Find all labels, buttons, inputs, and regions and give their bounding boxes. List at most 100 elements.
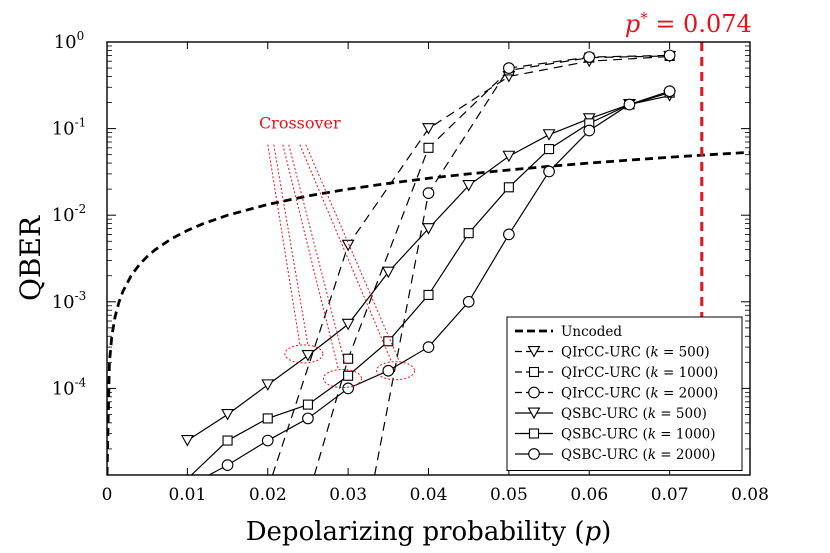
legend-box [506, 316, 743, 471]
series-3 [374, 49, 676, 475]
legend-marker [528, 428, 540, 439]
x-tick-label: 0.07 [651, 485, 689, 505]
data-point-marker [583, 124, 596, 137]
crossover-ellipse [376, 361, 416, 381]
x-tick-label: 0.08 [731, 485, 769, 505]
y-tick-exponent: -2 [75, 202, 87, 216]
data-point-marker [422, 341, 435, 353]
x-tick-label: 0.02 [249, 485, 287, 505]
legend-marker [527, 407, 541, 420]
data-point-marker [542, 129, 556, 141]
legend-label: QIrCC-URC (k = 1000) [561, 365, 718, 381]
y-tick-exponent: -1 [75, 116, 87, 130]
data-point-marker [463, 228, 474, 239]
data-point-marker [502, 150, 516, 163]
y-axis-label: QBER [14, 215, 47, 301]
data-point-marker [544, 144, 555, 155]
legend-label-prefix: QSBC-URC ( [561, 406, 648, 422]
data-point-marker [383, 336, 394, 347]
series-6 [208, 85, 676, 475]
x-tick-label: 0.04 [410, 485, 448, 505]
legend-marker [528, 366, 540, 378]
threshold-var: p [625, 10, 640, 38]
data-point-marker [423, 289, 434, 300]
legend-label: Uncoded [561, 324, 622, 340]
data-point-marker [503, 62, 515, 74]
series-layer [107, 49, 750, 475]
legend-label-suffix: = 2000) [656, 447, 716, 463]
x-tick-label: 0 [102, 485, 113, 505]
crossover-pointer-a [267, 144, 301, 346]
legend-label-prefix: QIrCC-URC ( [561, 365, 651, 381]
data-point-marker [261, 379, 275, 391]
data-point-marker [262, 413, 273, 424]
y-tick-exponent: -4 [75, 375, 87, 389]
threshold-star: * [640, 9, 648, 27]
data-point-marker [543, 165, 555, 178]
data-point-marker [341, 318, 355, 331]
x-tick-label: 0.01 [168, 485, 206, 505]
legend-label-suffix: = 1000) [659, 365, 719, 381]
crossover-ellipse [322, 369, 362, 389]
data-point-marker [663, 49, 676, 62]
data-point-marker [462, 295, 475, 308]
data-point-marker [341, 239, 355, 252]
x-axis-label-close: ) [601, 517, 611, 547]
data-point-marker [302, 412, 314, 425]
crossover-ellipse [284, 344, 324, 364]
axes-layer: 0 0.01 0.02 0.03 0.04 0.05 0.06 0.07 0.0810010-1… [14, 29, 769, 547]
y-tick-exponent: -3 [75, 289, 87, 303]
legend-marker [527, 345, 541, 358]
legend-label-k: k [648, 406, 656, 422]
x-axis-label: Depolarizing probability (p) [246, 517, 612, 547]
legend-label-suffix: = 2000) [659, 386, 719, 402]
x-axis-label-var: p [584, 517, 601, 547]
y-tick-label: 10-3 [52, 289, 87, 313]
data-point-marker [462, 180, 476, 192]
threshold-value: = 0.074 [648, 10, 752, 38]
data-point-marker [423, 142, 434, 153]
y-tick-label: 100 [54, 29, 85, 53]
x-tick-label: 0.03 [329, 485, 367, 505]
data-point-marker [623, 98, 636, 111]
legend-label-k: k [648, 447, 656, 463]
series-0 [107, 150, 750, 475]
data-point-marker [503, 182, 514, 193]
series-line [272, 55, 670, 475]
y-tick-label: 10-1 [52, 116, 87, 140]
legend-label: QSBC-URC (k = 2000) [561, 447, 716, 463]
data-point-marker [180, 435, 194, 447]
x-axis-label-text: Depolarizing probability ( [246, 517, 585, 547]
data-point-marker [261, 434, 274, 447]
y-tick-base: 10 [54, 32, 77, 53]
legend-label: QIrCC-URC (k = 500) [561, 345, 710, 361]
legend-marker [528, 386, 540, 399]
crossover-pointer-a [299, 144, 393, 362]
data-point-marker [382, 364, 395, 377]
annotation-layer: p* = 0.074 Crossover [259, 9, 752, 475]
y-tick-label: 10-4 [52, 375, 87, 399]
data-point-marker [422, 223, 435, 235]
crossover-label: Crossover [259, 114, 341, 133]
data-point-marker [302, 399, 313, 410]
legend-label-k: k [651, 365, 659, 381]
y-tick-base: 10 [52, 378, 75, 399]
data-point-marker [343, 370, 354, 381]
data-point-marker [503, 228, 515, 241]
legend-label-prefix: QSBC-URC ( [561, 427, 648, 443]
legend-label-k: k [651, 386, 659, 402]
y-tick-label: 10-2 [52, 202, 87, 226]
x-tick-label: 0.06 [570, 485, 608, 505]
data-point-marker [381, 266, 395, 279]
legend-label-prefix: QIrCC-URC ( [561, 345, 651, 361]
crossover-pointer-b [288, 144, 347, 370]
legend-marker [528, 448, 540, 460]
x-tick-label: 0.05 [490, 485, 528, 505]
data-point-marker [422, 123, 435, 135]
legend-label: QSBC-URC (k = 500) [561, 406, 707, 422]
legend-label: QSBC-URC (k = 1000) [561, 427, 716, 443]
data-point-marker [583, 51, 596, 63]
crossover-pointer-b [273, 144, 309, 346]
